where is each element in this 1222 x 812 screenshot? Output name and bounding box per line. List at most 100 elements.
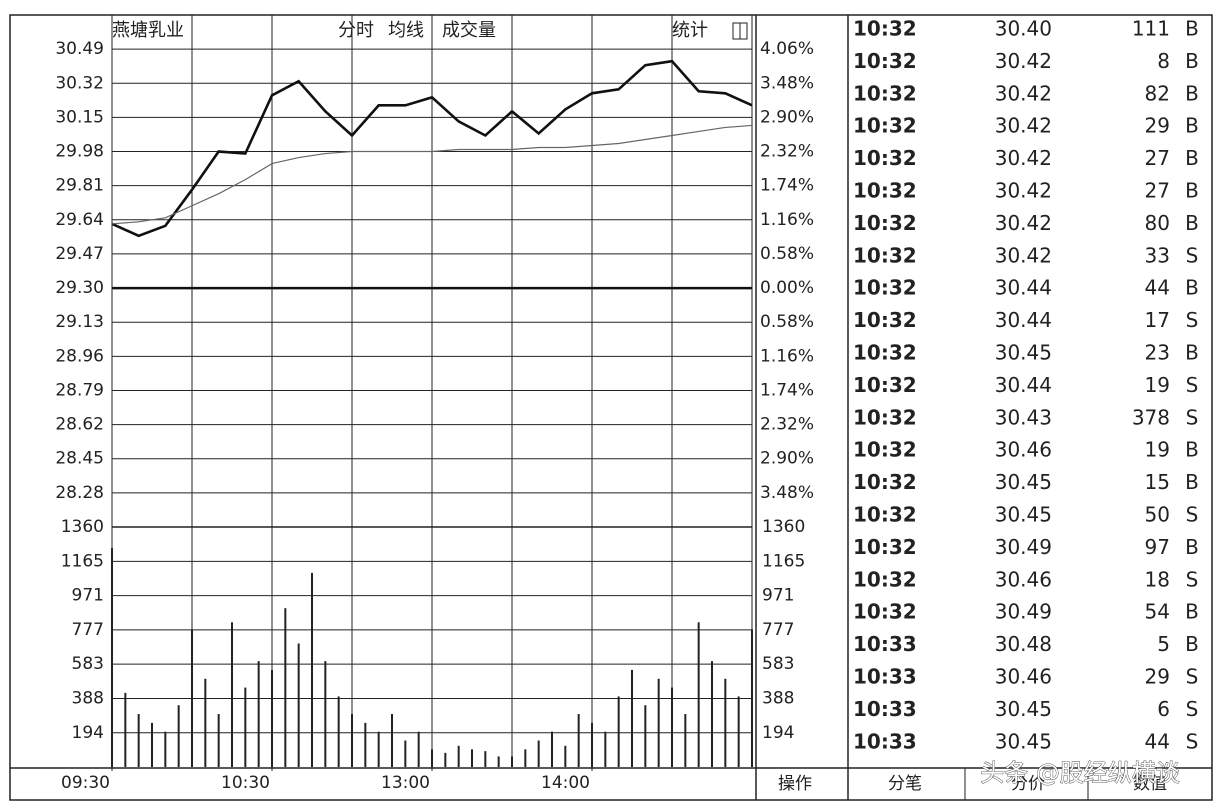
volume-bar: [351, 714, 353, 767]
footer-tab[interactable]: 分价: [1011, 774, 1045, 794]
volume-bar: [631, 669, 633, 767]
y2-tick-label: 4.06%: [760, 39, 814, 59]
y-tick-label: 29.47: [55, 244, 104, 264]
trade-side: B: [1185, 632, 1199, 656]
series-line: [111, 59, 753, 238]
trade-side: B: [1185, 211, 1199, 235]
y2-tick-label: 0.58%: [760, 244, 814, 264]
volume-bar: [297, 643, 300, 767]
volume-bar: [204, 678, 207, 767]
trade-volume: 44: [1145, 729, 1170, 753]
y-tick-label: 777: [72, 620, 104, 640]
volume-bar: [537, 740, 540, 767]
y-tick-label: 28.62: [55, 415, 104, 435]
y2-tick-label: 1165: [762, 551, 805, 571]
volume-bar: [111, 548, 113, 767]
trade-volume: 8: [1157, 49, 1170, 73]
y-tick-label: 388: [72, 689, 104, 709]
trade-side: B: [1185, 114, 1199, 138]
trade-side: B: [1185, 438, 1199, 462]
trade-volume: 82: [1145, 81, 1170, 105]
tab[interactable]: 分时: [338, 20, 374, 41]
volume-bar: [711, 661, 713, 767]
trade-price: 30.42: [995, 114, 1052, 138]
trade-side: B: [1185, 341, 1199, 365]
y2-tick-label: 3.48%: [760, 483, 814, 503]
volume-bar: [391, 714, 393, 767]
y2-tick-label: 388: [762, 689, 794, 709]
volume-bar: [577, 714, 580, 767]
volume-bar: [404, 740, 407, 767]
trade-side: B: [1185, 146, 1199, 170]
volume-bar: [217, 714, 220, 767]
trade-time: 10:32: [853, 373, 917, 397]
stats-button[interactable]: 统计: [672, 20, 708, 41]
volume-bar: [284, 608, 287, 767]
y-tick-label: 28.45: [55, 449, 104, 469]
trade-price: 30.46: [995, 567, 1052, 591]
trade-side: S: [1186, 405, 1199, 429]
volume-bar: [524, 749, 527, 767]
y2-tick-label: 2.32%: [760, 142, 814, 162]
trade-price: 30.42: [995, 211, 1052, 235]
trade-time: 10:32: [853, 567, 917, 591]
trade-time: 10:32: [853, 114, 917, 138]
footer-tab[interactable]: 操作: [778, 774, 812, 794]
trade-time: 10:32: [853, 179, 917, 203]
trade-side: B: [1185, 81, 1199, 105]
trade-time: 10:32: [853, 276, 917, 300]
volume-bar: [737, 696, 740, 767]
tab[interactable]: 成交量: [442, 20, 496, 41]
volume-bar: [697, 622, 700, 767]
trade-volume: 29: [1145, 114, 1170, 138]
volume-bar: [311, 572, 313, 767]
trade-side: B: [1185, 470, 1199, 494]
trade-time: 10:32: [853, 535, 917, 559]
volume-bar: [471, 749, 473, 767]
stock-name: 燕塘乳业: [112, 20, 184, 41]
trade-time: 10:32: [853, 211, 917, 235]
volume-bar: [324, 661, 327, 767]
y2-tick-label: 0.00%: [760, 278, 814, 298]
trade-time: 10:33: [853, 697, 917, 721]
y-tick-label: 971: [72, 586, 104, 606]
trade-time: 10:32: [853, 438, 917, 462]
volume-bar: [617, 696, 620, 767]
trade-volume: 33: [1145, 243, 1170, 267]
trade-price: 30.48: [995, 632, 1052, 656]
volume-bar: [257, 661, 260, 767]
y-tick-label: 29.81: [55, 176, 104, 196]
trade-side: S: [1186, 665, 1199, 689]
trade-side: S: [1186, 503, 1199, 527]
trade-volume: 15: [1145, 470, 1170, 494]
trade-time: 10:32: [853, 503, 917, 527]
trade-list: 10:32 30.40 111 B10:32 30.42 8 B10:32 30.42 82 B1…: [853, 17, 1199, 754]
y-tick-label: 29.64: [55, 210, 104, 230]
y2-tick-label: 194: [762, 723, 794, 743]
y2-tick-label: 1360: [762, 517, 805, 537]
trade-price: 30.46: [995, 438, 1052, 462]
y-tick-label: 29.13: [55, 312, 104, 332]
footer-tab[interactable]: 数值: [1133, 774, 1167, 794]
y2-tick-label: 2.32%: [760, 415, 814, 435]
trade-price: 30.42: [995, 81, 1052, 105]
trade-side: S: [1186, 243, 1199, 267]
trade-volume: 111: [1132, 17, 1170, 41]
trade-side: S: [1186, 308, 1199, 332]
trade-time: 10:33: [853, 729, 917, 753]
trade-volume: 27: [1145, 146, 1170, 170]
y-tick-label: 583: [72, 654, 104, 674]
volume-bar: [511, 756, 513, 767]
trade-price: 30.49: [995, 535, 1052, 559]
y2-tick-label: 0.58%: [760, 312, 814, 332]
trade-time: 10:32: [853, 405, 917, 429]
y-tick-label: 1165: [61, 551, 104, 571]
volume-bar: [551, 731, 553, 767]
volume-bar: [644, 705, 647, 767]
volume-bar: [191, 629, 193, 767]
footer-tab[interactable]: 分笔: [888, 774, 922, 794]
y2-tick-label: 1.74%: [760, 176, 814, 196]
y2-tick-label: 3.48%: [760, 73, 814, 93]
tab[interactable]: 均线: [388, 20, 424, 41]
trade-price: 30.45: [995, 697, 1052, 721]
